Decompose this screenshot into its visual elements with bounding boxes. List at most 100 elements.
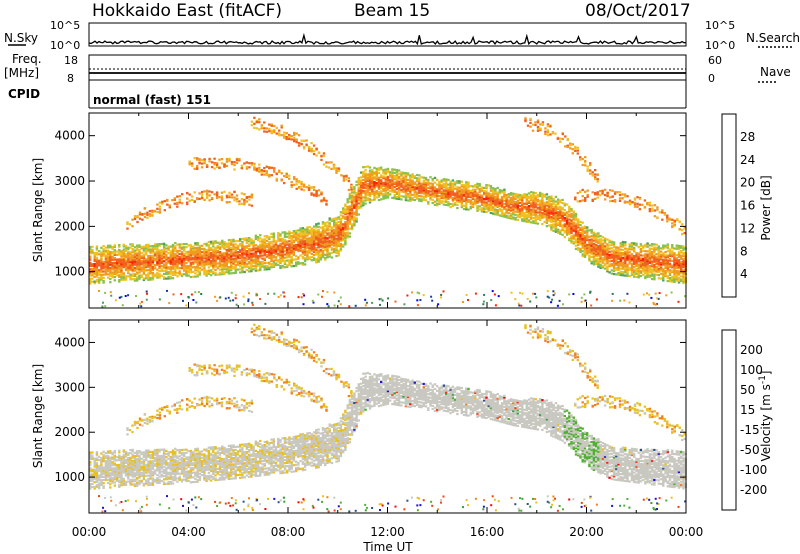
- power-cell: [193, 200, 196, 203]
- power-cell: [568, 213, 571, 216]
- power-cell: [436, 189, 439, 193]
- power-cell: [415, 188, 419, 191]
- power-cell: [218, 243, 222, 246]
- power-cell: [310, 243, 313, 246]
- power-cell: [503, 195, 506, 198]
- power-cell: [98, 262, 101, 265]
- power-cell: [639, 270, 643, 273]
- power-cell: [404, 187, 408, 191]
- power-cell: [655, 267, 658, 270]
- power-cell: [427, 202, 430, 205]
- power-cell: [409, 174, 412, 177]
- power-cell: [666, 254, 669, 257]
- power-cell: [512, 202, 515, 205]
- power-cell: [306, 253, 309, 256]
- power-cell: [411, 185, 414, 188]
- power-cell: [572, 242, 575, 245]
- power-cell: [563, 218, 566, 221]
- power-cell: [586, 243, 589, 246]
- power-cell: [617, 246, 620, 249]
- power-cell: [574, 230, 578, 233]
- power-cell: [480, 199, 484, 202]
- power-cell: [476, 201, 479, 204]
- power-cell: [337, 252, 340, 255]
- power-cell: [111, 246, 114, 249]
- power-cell: [303, 252, 307, 255]
- power-cell: [253, 122, 256, 125]
- power-cell: [612, 268, 616, 271]
- power-cell: [424, 196, 428, 199]
- power-cell: [113, 264, 116, 268]
- power-cell: [193, 157, 196, 160]
- power-cell: [173, 202, 176, 205]
- power-cell: [592, 257, 596, 260]
- power-cell: [521, 202, 524, 205]
- power-cell: [668, 258, 672, 261]
- power-cell: [214, 253, 217, 256]
- power-cell: [109, 266, 112, 269]
- power-cell: [460, 194, 463, 198]
- power-cell: [285, 136, 288, 139]
- power-cell: [635, 271, 638, 274]
- power-cell: [328, 223, 331, 226]
- power-cell: [297, 142, 301, 145]
- power-cell: [165, 261, 168, 264]
- power-cell: [317, 151, 321, 154]
- power-cell: [402, 176, 405, 179]
- power-cell: [368, 180, 372, 183]
- power-cell: [120, 255, 123, 258]
- power-cell: [366, 178, 369, 181]
- power-cell: [209, 261, 213, 264]
- power-cell: [447, 191, 450, 194]
- power-cell: [547, 207, 551, 210]
- power-cell: [568, 228, 571, 231]
- power-cell: [261, 238, 264, 241]
- power-cell: [89, 274, 92, 277]
- power-cell: [347, 188, 351, 191]
- power-cell: [577, 221, 580, 224]
- power-cell: [272, 261, 275, 264]
- power-cell: [263, 130, 266, 133]
- power-cell: [400, 185, 403, 188]
- power-cell: [254, 264, 258, 267]
- power-cell: [668, 250, 672, 253]
- power-cell: [590, 252, 593, 255]
- power-cell: [525, 195, 528, 198]
- power-cell: [254, 237, 258, 240]
- power-cell: [131, 260, 134, 263]
- power-cell: [308, 245, 311, 248]
- power-cell: [668, 264, 672, 267]
- power-cell: [630, 253, 634, 256]
- power-cell: [223, 242, 226, 245]
- power-cell: [630, 264, 634, 267]
- power-cell: [364, 178, 367, 181]
- power-cell: [221, 268, 224, 271]
- power-cell: [225, 194, 229, 197]
- power-cell: [185, 255, 188, 258]
- power-cell: [612, 241, 616, 244]
- power-cell: [384, 195, 387, 198]
- power-cell: [344, 225, 347, 228]
- power-cell: [668, 270, 672, 273]
- power-cell: [228, 196, 231, 199]
- power-cell: [668, 218, 671, 221]
- power-cell: [409, 187, 412, 190]
- power-cell: [492, 188, 495, 191]
- power-cell: [440, 185, 443, 188]
- power-cell: [208, 194, 211, 197]
- power-cell: [109, 246, 112, 249]
- power-cell: [364, 180, 367, 183]
- power-cell: [339, 236, 343, 239]
- power-cell: [183, 247, 186, 250]
- power-cell: [384, 176, 387, 179]
- power-cell: [102, 276, 105, 279]
- power-cell: [239, 263, 242, 266]
- power-cell: [140, 269, 143, 272]
- power-cell: [559, 224, 562, 227]
- power-cell: [236, 251, 240, 254]
- power-cell: [138, 249, 141, 252]
- power-cell: [104, 246, 108, 249]
- power-cell: [514, 193, 517, 196]
- power-cell: [646, 269, 649, 272]
- power-cell: [120, 275, 123, 278]
